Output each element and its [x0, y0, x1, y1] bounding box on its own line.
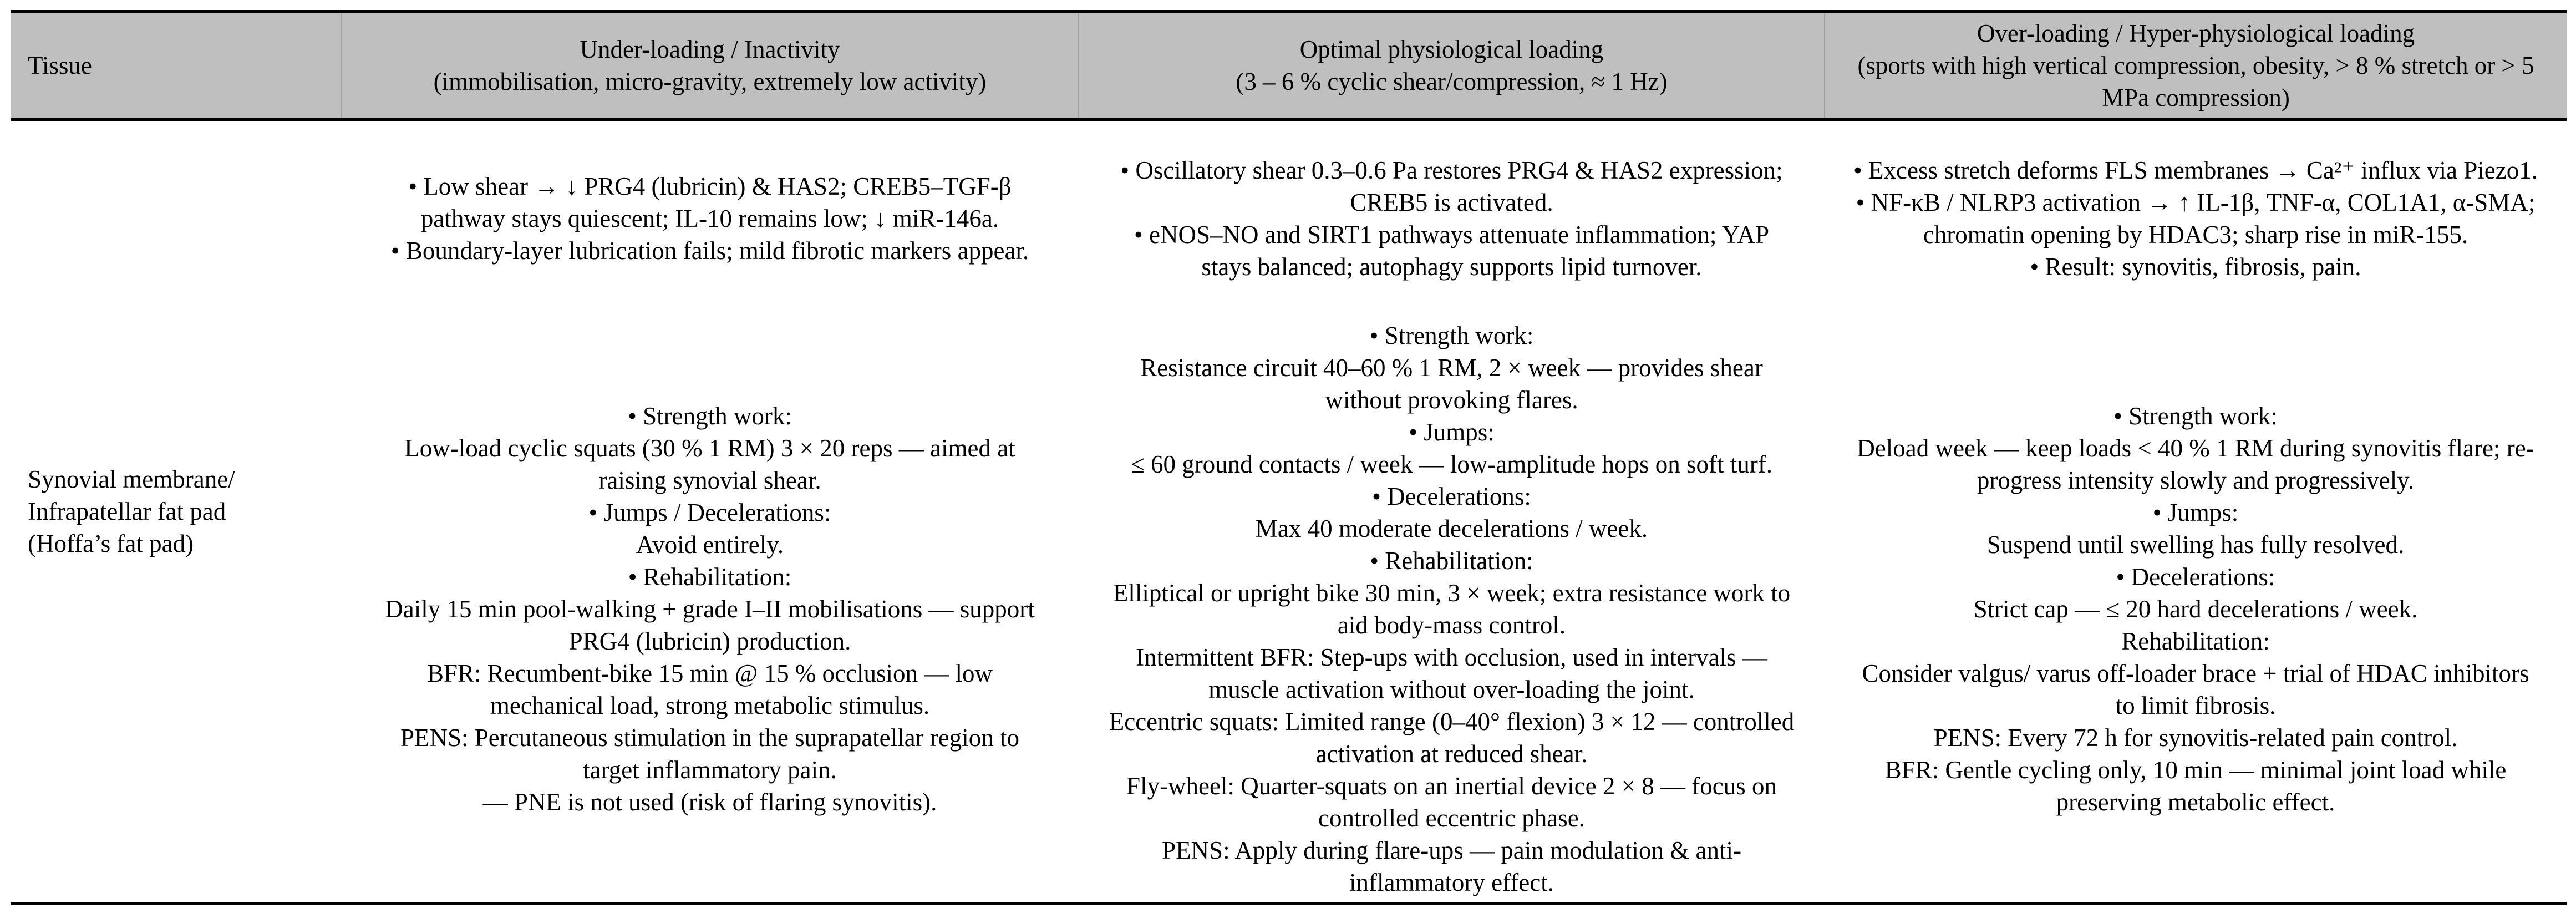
text-line: • Strength work:: [1369, 322, 1534, 349]
text-line: • Decelerations:: [2116, 563, 2275, 591]
cell-tissue-name: Synovial membrane/Infrapatellar fat pad (…: [11, 119, 341, 904]
table-header: Tissue Under-loading / Inactivity (immob…: [11, 11, 2567, 121]
text-line: PENS: Every 72 h for synovitis-related p…: [1933, 724, 2458, 752]
cell-under-mechanisms: • Low shear → ↓ PRG4 (lubricin) & HAS2; …: [341, 119, 1079, 316]
text-line: • Jumps:: [2152, 499, 2239, 526]
text-line: BFR: Gentle cycling only, 10 min — minim…: [1884, 756, 2507, 816]
text-line: • Decelerations:: [1372, 483, 1531, 510]
text-line: ≤ 60 ground contacts / week — low-amplit…: [1131, 450, 1772, 478]
text-line: Max 40 moderate decelerations / week.: [1255, 515, 1648, 542]
column-title: Over-loading / Hyper-physiological loadi…: [1977, 19, 2415, 47]
column-title: Under-loading / Inactivity: [580, 35, 840, 63]
column-subtitle: (3 – 6 % cyclic shear/compression, ≈ 1 H…: [1236, 68, 1668, 95]
training-row: • Strength work: Low-load cyclic squats (…: [11, 316, 2567, 904]
tissue-loading-table: Tissue Under-loading / Inactivity (immob…: [11, 10, 2567, 905]
column-title: Optimal physiological loading: [1299, 35, 1604, 63]
cell-optimal-mechanisms: • Oscillatory shear 0.3–0.6 Pa restores …: [1079, 119, 1825, 316]
text-line: • Excess stretch deforms FLS membranes →…: [1853, 156, 2538, 184]
cell-optimal-training: • Strength work: Resistance circuit 40–60…: [1079, 316, 1825, 904]
text-line: Daily 15 min pool-walking + grade I–II m…: [385, 595, 1035, 655]
text-line: • Strength work:: [2113, 402, 2278, 430]
text-line: Suspend until swelling has fully resolve…: [1986, 531, 2405, 559]
text-line: Avoid entirely.: [636, 531, 784, 559]
text-line: Elliptical or upright bike 30 min, 3 × w…: [1112, 579, 1791, 639]
text-line: • eNOS–NO and SIRT1 pathways attenuate i…: [1134, 221, 1769, 281]
text-line: • Low shear → ↓ PRG4 (lubricin) & HAS2; …: [408, 173, 1012, 232]
cell-under-training: • Strength work: Low-load cyclic squats (…: [341, 316, 1079, 904]
text-line: Consider valgus/ varus off-loader brace …: [1862, 660, 2529, 719]
text-line: • Result: synovitis, fibrosis, pain.: [2030, 253, 2361, 281]
text-line: — PNE is not used (risk of flaring synov…: [482, 788, 937, 816]
text-line: • Rehabilitation:: [628, 563, 792, 591]
text-line: • NF-κB / NLRP3 activation → ↑ IL-1β, TN…: [1856, 189, 2536, 248]
text-line: • Strength work:: [628, 402, 792, 430]
text-line: Rehabilitation:: [2121, 627, 2270, 655]
text-line: Fly-wheel: Quarter-squats on an inertial…: [1126, 772, 1777, 832]
text-line: (Hoffa’s fat pad): [28, 530, 194, 557]
text-line: Eccentric squats: Limited range (0–40° f…: [1109, 708, 1795, 768]
text-line: • Jumps:: [1409, 418, 1495, 446]
text-line: PENS: Apply during flare-ups — pain modu…: [1162, 836, 1741, 896]
text-line: Deload week — keep loads < 40 % 1 RM dur…: [1857, 434, 2534, 494]
text-line: Strict cap — ≤ 20 hard decelerations / w…: [1973, 595, 2418, 623]
cell-over-training: • Strength work: Deload week — keep loads…: [1825, 316, 2567, 904]
text-line: • Oscillatory shear 0.3–0.6 Pa restores …: [1120, 156, 1783, 216]
text-line: Resistance circuit 40–60 % 1 RM, 2 × wee…: [1140, 354, 1763, 414]
column-title: Tissue: [28, 52, 92, 79]
header-cell-optimal-loading: Optimal physiological loading (3 – 6 % c…: [1078, 11, 1825, 121]
text-line: • Rehabilitation:: [1370, 547, 1533, 575]
mechanisms-row: Synovial membrane/Infrapatellar fat pad (…: [11, 119, 2567, 904]
table-body: Synovial membrane/Infrapatellar fat pad (…: [11, 119, 2567, 904]
column-subtitle: (immobilisation, micro-gravity, extremel…: [433, 68, 987, 95]
header-cell-under-loading: Under-loading / Inactivity (immobilisati…: [341, 11, 1079, 121]
header-cell-over-loading: Over-loading / Hyper-physiological loadi…: [1824, 11, 2567, 121]
text-line: • Jumps / Decelerations:: [588, 499, 831, 526]
cell-over-mechanisms: • Excess stretch deforms FLS membranes →…: [1825, 119, 2567, 316]
text-line: Intermittent BFR: Step-ups with occlusio…: [1136, 643, 1767, 703]
text-line: Synovial membrane/: [28, 465, 235, 493]
text-line: Low-load cyclic squats (30 % 1 RM) 3 × 2…: [404, 434, 1015, 494]
table-header-row: Tissue Under-loading / Inactivity (immob…: [11, 11, 2567, 121]
column-subtitle: (sports with high vertical compression, …: [1857, 52, 2534, 111]
header-cell-tissue: Tissue: [11, 11, 341, 121]
text-line: PENS: Percutaneous stimulation in the su…: [400, 724, 1020, 784]
text-line: Infrapatellar fat pad: [28, 498, 226, 525]
text-line: BFR: Recumbent-bike 15 min @ 15 % occlus…: [426, 660, 993, 719]
text-line: • Boundary-layer lubrication fails; mild…: [390, 237, 1029, 265]
